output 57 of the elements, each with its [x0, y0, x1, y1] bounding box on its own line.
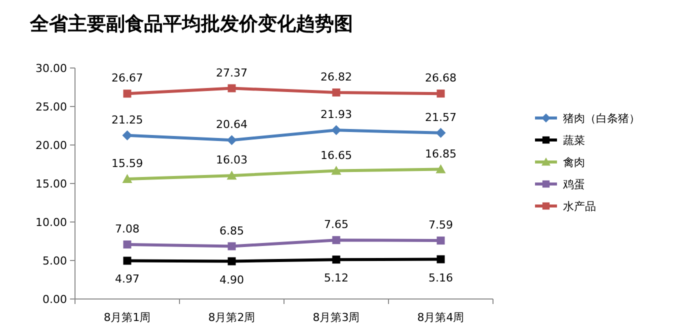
point: [331, 125, 342, 136]
point: [226, 170, 237, 180]
data-label: 26.82: [320, 70, 352, 84]
point: [436, 236, 445, 245]
legend-label: 禽肉: [563, 156, 585, 169]
legend-label: 水产品: [563, 200, 596, 213]
y-tick-label: 5.00: [42, 254, 67, 268]
data-label: 27.37: [216, 66, 248, 80]
y-tick-label: 25.00: [36, 100, 67, 114]
chart-title: 全省主要副食品平均批发价变化趋势图: [29, 13, 353, 35]
data-label: 16.65: [320, 148, 352, 162]
point: [228, 242, 236, 250]
legend-label: 鸡蛋: [562, 178, 585, 191]
data-label: 5.12: [324, 272, 348, 285]
x-tick-label: 8月第4周: [417, 311, 464, 324]
data-label: 5.16: [428, 271, 453, 284]
point: [228, 257, 236, 266]
point: [122, 130, 132, 140]
point: [436, 255, 445, 264]
data-label: 16.85: [425, 147, 456, 160]
data-label: 16.03: [216, 154, 248, 167]
data-label: 21.93: [320, 108, 352, 122]
point: [123, 256, 132, 265]
y-tick-label: 10.00: [36, 216, 67, 229]
y-tick-label: 15.00: [36, 178, 67, 190]
point: [436, 164, 446, 174]
legend-label: 蔬菜: [563, 134, 585, 147]
point: [228, 84, 236, 92]
y-tick-label: 30.00: [36, 62, 67, 75]
point: [123, 240, 132, 248]
point: [332, 236, 340, 244]
legend-label: 猪肉（白条猪）: [563, 112, 640, 125]
point: [123, 90, 132, 98]
data-label: 15.59: [112, 156, 143, 170]
data-label: 4.97: [115, 272, 140, 286]
point: [332, 256, 340, 264]
data-label: 26.67: [112, 72, 143, 85]
data-label: 7.08: [115, 222, 140, 236]
point: [122, 174, 132, 183]
x-tick-label: 8月第2周: [208, 311, 256, 324]
point: [436, 128, 446, 138]
y-tick-label: 0.00: [42, 293, 67, 306]
point: [331, 166, 342, 175]
point: [226, 135, 237, 146]
y-tick-label: 20.00: [36, 139, 67, 152]
point: [332, 88, 340, 96]
data-label: 6.85: [220, 224, 244, 238]
data-label: 21.25: [112, 113, 143, 126]
data-label: 7.59: [428, 218, 453, 232]
data-label: 7.65: [324, 218, 348, 232]
data-label: 20.64: [216, 118, 248, 132]
point: [436, 90, 445, 98]
data-label: 4.90: [220, 273, 244, 286]
x-tick-label: 8月第3周: [312, 311, 360, 324]
data-label: 26.68: [425, 72, 456, 85]
data-label: 21.57: [425, 110, 456, 124]
x-tick-label: 8月第1周: [104, 311, 151, 324]
